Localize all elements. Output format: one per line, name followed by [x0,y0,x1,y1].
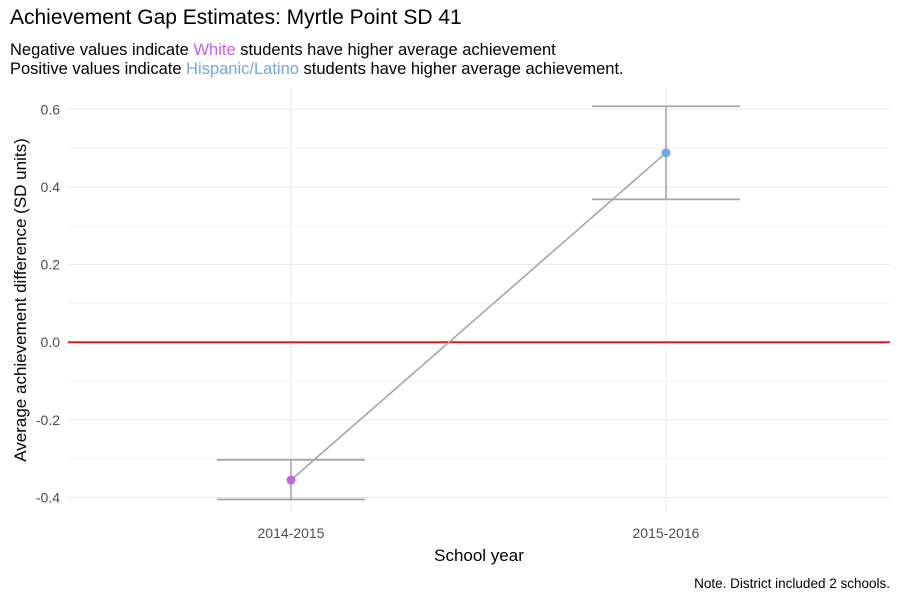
y-tick-labels: -0.4 -0.2 0.0 0.2 0.4 0.6 [36,101,60,505]
y-tick-label: 0.4 [41,179,61,195]
y-tick-label: 0.2 [41,257,61,273]
series-line [290,152,667,481]
y-tick-label: 0.0 [41,334,61,350]
data-point [286,475,296,485]
chart-subtitle-line1: Negative values indicate White students … [10,41,556,60]
subtitle2-highlight-hispanic: Hispanic/Latino [186,60,299,78]
x-tick-label: 2014-2015 [258,525,325,541]
chart-subtitle-line2: Positive values indicate Hispanic/Latino… [10,60,624,79]
gridlines [68,88,890,513]
chart-caption: Note. District included 2 schools. [694,576,890,591]
subtitle2-suffix: students have higher average achievement… [298,60,624,78]
subtitle1-suffix: students have higher average achievement [235,41,556,59]
y-tick-label: -0.4 [36,489,60,505]
x-axis-title: School year [434,546,524,565]
x-tick-label: 2015-2016 [633,525,700,541]
data-point [661,148,671,158]
subtitle2-prefix: Positive values indicate [10,60,187,78]
y-axis-title: Average achievement difference (SD units… [11,138,30,462]
y-tick-label: 0.6 [41,101,61,117]
chart-title: Achievement Gap Estimates: Myrtle Point … [10,6,462,29]
y-tick-label: -0.2 [36,412,60,428]
subtitle1-prefix: Negative values indicate [10,41,194,59]
x-tick-labels: 2014-2015 2015-2016 [258,525,700,541]
series-group [217,105,740,501]
subtitle1-highlight-white: White [193,41,236,59]
